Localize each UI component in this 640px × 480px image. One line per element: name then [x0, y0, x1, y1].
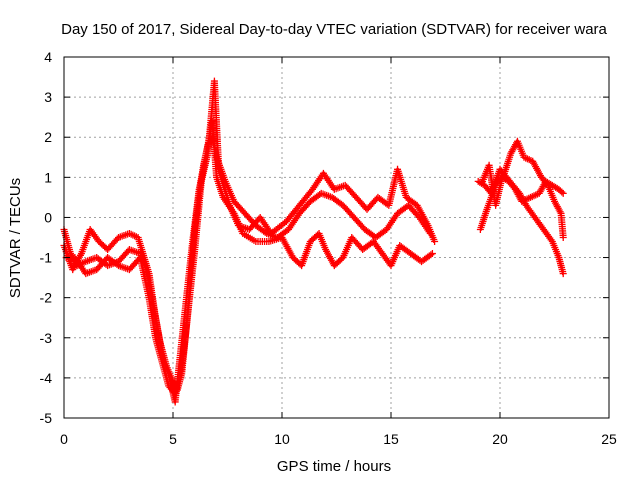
plot-frame: [63, 56, 610, 419]
data-point: [559, 234, 567, 241]
x-tick-label: 5: [169, 431, 177, 447]
y-tick-label: 2: [44, 129, 52, 145]
ticks-layer: 0 5 10 15 20 25 -5 -4 -3 -2 -1 0 1 2 3 4: [40, 49, 617, 447]
y-tick-label: 0: [44, 209, 52, 225]
data-point: [431, 238, 439, 246]
y-tick-label: 4: [44, 49, 52, 65]
y-tick-label: -5: [40, 410, 53, 426]
series-track-f: [479, 161, 567, 209]
x-tick-label: 25: [601, 431, 617, 447]
series-track-c: [62, 77, 439, 398]
data-point: [559, 189, 567, 197]
data-point: [558, 188, 566, 196]
x-tick-label: 0: [60, 431, 68, 447]
x-tick-label: 10: [274, 431, 290, 447]
data-layer: [60, 77, 567, 406]
data-point: [559, 270, 567, 278]
y-tick-label: 1: [44, 169, 52, 185]
data-point: [428, 250, 436, 258]
x-tick-label: 20: [492, 431, 508, 447]
y-tick-label: -3: [40, 330, 53, 346]
data-point: [427, 251, 435, 259]
y-tick-label: -4: [40, 370, 53, 386]
x-axis-label: GPS time / hours: [277, 458, 391, 475]
y-axis-label: SDTVAR / TECUs: [7, 178, 24, 298]
y-tick-label: -1: [40, 250, 53, 266]
x-tick-label: 15: [383, 431, 399, 447]
y-tick-label: 3: [44, 89, 52, 105]
y-tick-label: -2: [40, 290, 53, 306]
chart-title: Day 150 of 2017, Sidereal Day-to-day VTE…: [61, 21, 607, 38]
